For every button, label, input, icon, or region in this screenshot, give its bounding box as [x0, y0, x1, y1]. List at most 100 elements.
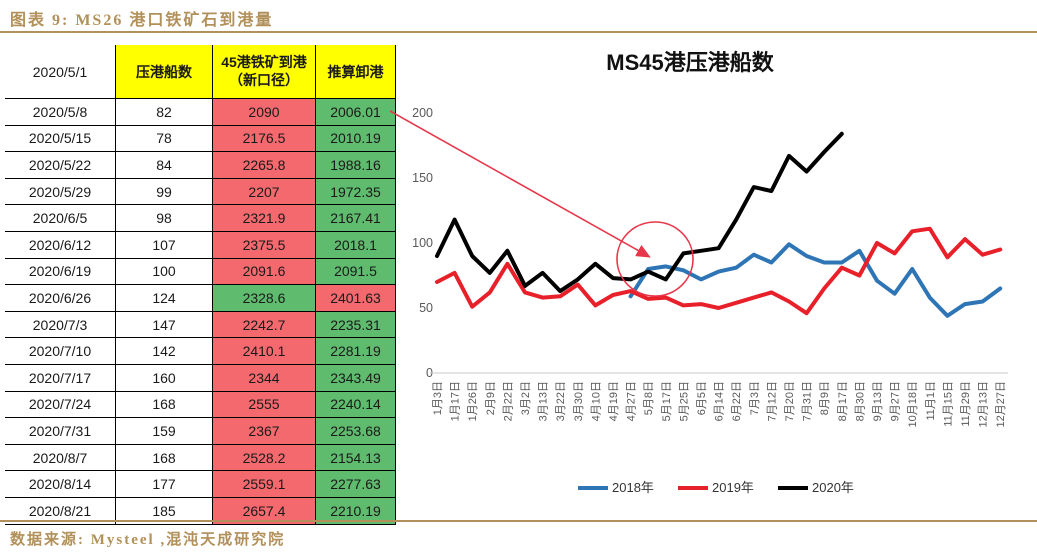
- cell-unload: 2401.63: [315, 284, 396, 312]
- annotation-circle: [616, 221, 694, 297]
- cell-arrival: 2091.6: [212, 257, 316, 286]
- cell-arrival: 2657.4: [212, 496, 316, 525]
- legend-label-2019年: 2019年: [712, 480, 754, 495]
- cell-unload: 2167.41: [315, 204, 396, 232]
- cell-ships: 177: [115, 470, 213, 498]
- x-axis-label: 8月17日: [837, 381, 849, 421]
- cell-ships: 98: [115, 204, 213, 232]
- table-row: 2020/6/26 124 2328.6 2401.63: [5, 284, 396, 312]
- table-header-unload: 推算卸港: [315, 45, 396, 99]
- cell-date: 2020/8/14: [5, 470, 116, 498]
- x-axis-label: 6月5日: [696, 381, 708, 415]
- x-axis-label: 9月27日: [890, 381, 902, 421]
- cell-arrival: 2344: [212, 363, 316, 392]
- cell-ships: 147: [115, 310, 213, 339]
- x-axis-label: 4月10日: [590, 381, 602, 421]
- cell-date: 2020/5/22: [5, 151, 116, 179]
- table-row: 2020/5/29 99 2207 1972.35: [5, 177, 396, 206]
- table-row: 2020/7/3 147 2242.7 2235.31: [5, 310, 396, 339]
- cell-ships: 107: [115, 230, 213, 259]
- cell-date: 2020/7/3: [5, 310, 116, 339]
- top-divider: [0, 31, 1037, 33]
- legend-label-2018年: 2018年: [612, 480, 654, 495]
- cell-ships: 168: [115, 390, 213, 419]
- bottom-divider: [0, 520, 1037, 522]
- source-note: 数据来源: Mysteel ,混沌天成研究院: [10, 532, 286, 548]
- cell-arrival: 2328.6: [212, 284, 316, 312]
- x-axis-label: 2月9日: [485, 381, 497, 415]
- cell-unload: 2210.19: [315, 496, 396, 525]
- y-axis-label: 150: [412, 171, 433, 185]
- table-row: 2020/6/12 107 2375.5 2018.1: [5, 230, 396, 259]
- x-axis-label: 8月30日: [854, 381, 866, 421]
- cell-arrival: 2410.1: [212, 337, 316, 365]
- cell-date: 2020/7/31: [5, 417, 116, 445]
- cell-arrival: 2555: [212, 390, 316, 419]
- series-line-2019年: [435, 226, 1003, 316]
- cell-ships: 99: [115, 177, 213, 206]
- table-row: 2020/5/22 84 2265.8 1988.16: [5, 151, 396, 179]
- cell-date: 2020/6/26: [5, 284, 116, 312]
- annotation-arrow: [390, 110, 651, 258]
- series-line-2018年: [628, 242, 1003, 318]
- cell-arrival: 2559.1: [212, 470, 316, 498]
- cell-unload: 2253.68: [315, 417, 396, 445]
- cell-ships: 142: [115, 337, 213, 365]
- y-axis-label: 50: [419, 301, 433, 315]
- cell-ships: 185: [115, 496, 213, 525]
- cell-date: 2020/8/7: [5, 443, 116, 472]
- cell-unload: 2010.19: [315, 124, 396, 153]
- cell-unload: 2281.19: [315, 337, 396, 365]
- x-axis-label: 2月22日: [502, 381, 514, 421]
- y-axis-label: 200: [412, 106, 433, 120]
- x-axis-label: 7月3日: [749, 381, 761, 415]
- table-row: 2020/7/31 159 2367 2253.68: [5, 417, 396, 445]
- x-axis-label: 11月1日: [925, 381, 937, 421]
- table-row: 2020/5/8 82 2090 2006.01: [5, 98, 396, 126]
- cell-date: 2020/5/15: [5, 124, 116, 153]
- x-axis-label: 7月31日: [802, 381, 814, 421]
- x-axis-label: 4月19日: [608, 381, 620, 421]
- table-header-row: 2020/5/1 压港船数 45港铁矿到港 （新口径） 推算卸港: [5, 45, 396, 99]
- x-axis-label: 1月26日: [467, 381, 479, 421]
- table-header-arrival-line2: （新口径）: [229, 71, 299, 88]
- y-axis-label: 100: [412, 236, 433, 250]
- chart-title: MS45港压港船数: [606, 50, 774, 75]
- x-axis-label: 12月27日: [995, 381, 1007, 427]
- cell-date: 2020/6/19: [5, 257, 116, 286]
- cell-date: 2020/8/21: [5, 496, 116, 525]
- table-header-arrival-line1: 45港铁矿到港: [221, 54, 307, 70]
- cell-unload: 2018.1: [315, 230, 396, 259]
- x-axis-label: 11月15日: [942, 381, 954, 427]
- chart-panel: MS45港压港船数 0 50 100 150 200 1月3日 1月17日 1月26日 2月9日 2…: [390, 40, 1037, 518]
- cell-arrival: 2207: [212, 177, 316, 206]
- legend-label-2020年: 2020年: [812, 480, 854, 495]
- x-axis-label: 3月30日: [573, 381, 585, 421]
- table-row: 2020/6/19 100 2091.6 2091.5: [5, 257, 396, 286]
- table-row: 2020/8/7 168 2528.2 2154.13: [5, 443, 396, 472]
- cell-unload: 2154.13: [315, 443, 396, 472]
- cell-date: 2020/5/8: [5, 98, 116, 126]
- x-axis-label: 3月22日: [555, 381, 567, 421]
- cell-arrival: 2090: [212, 98, 316, 126]
- x-axis-label: 5月25日: [678, 381, 690, 421]
- table-header-date: 2020/5/1: [5, 45, 116, 99]
- cell-arrival: 2265.8: [212, 151, 316, 179]
- x-axis-label: 7月20日: [784, 381, 796, 421]
- table-row: 2020/8/14 177 2559.1 2277.63: [5, 470, 396, 498]
- x-axis-label: 1月17日: [450, 381, 462, 421]
- cell-ships: 159: [115, 417, 213, 445]
- figure-title: 图表 9: MS26 港口铁矿石到港量: [10, 12, 274, 29]
- cell-unload: 2091.5: [315, 257, 396, 286]
- cell-ships: 84: [115, 151, 213, 179]
- series-line-2020年: [435, 131, 844, 294]
- y-axis-label: 0: [426, 366, 433, 380]
- x-axis-label: 6月14日: [714, 381, 726, 421]
- cell-ships: 160: [115, 363, 213, 392]
- cell-arrival: 2176.5: [212, 124, 316, 153]
- x-axis-label: 4月27日: [626, 381, 638, 421]
- cell-date: 2020/7/17: [5, 363, 116, 392]
- x-axis-label: 9月13日: [872, 381, 884, 421]
- cell-ships: 168: [115, 443, 213, 472]
- cell-date: 2020/5/29: [5, 177, 116, 206]
